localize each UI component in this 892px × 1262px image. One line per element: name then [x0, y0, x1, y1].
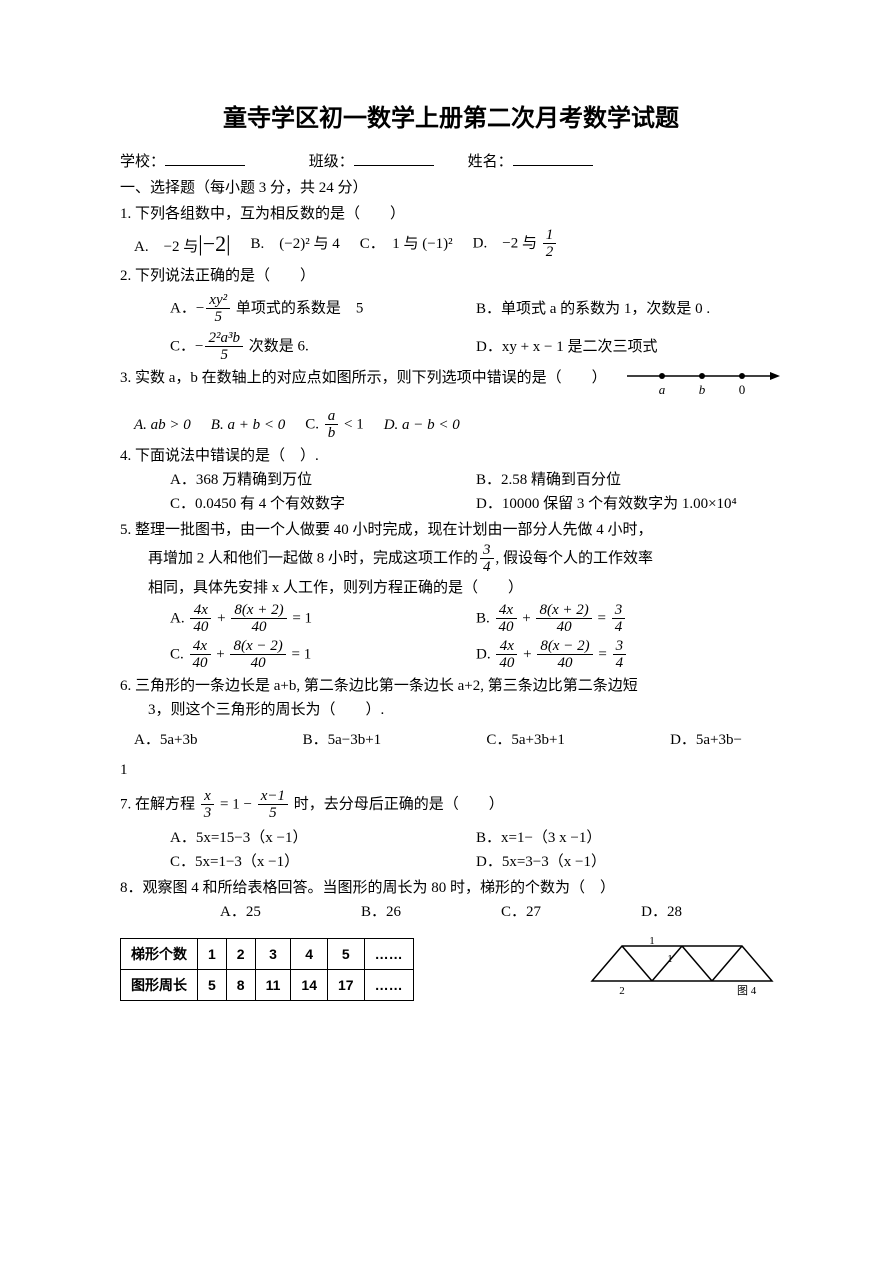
q2-opt-a: A．−xy²5 单项式的系数是 5 — [170, 292, 476, 326]
table-cell: 11 — [255, 970, 291, 1001]
question-7: 7. 在解方程 x3 = 1 − x−15 时，去分母后正确的是（ ） A．5x… — [120, 788, 782, 874]
question-8: 8．观察图 4 和所给表格回答。当图形的周长为 80 时，梯形的个数为（ ） A… — [120, 876, 782, 1004]
q5-line1: 5. 整理一批图书，由一个人做要 40 小时完成，现在计划由一部分人先做 4 小… — [120, 518, 782, 542]
svg-text:2: 2 — [619, 985, 625, 996]
q1-opt-b: B. (−2)² 与 4 — [251, 232, 340, 256]
q5-opt-d: D. 4x40 + 8(x − 2)40 = 34 — [476, 638, 782, 672]
svg-text:a: a — [659, 382, 666, 397]
svg-text:图 4: 图 4 — [737, 984, 757, 996]
q4-opt-d: D．10000 保留 3 个有效数字为 1.00×10⁴ — [476, 492, 782, 516]
svg-text:1: 1 — [649, 936, 655, 947]
school-blank — [165, 151, 245, 166]
table-header: 图形周长 — [121, 970, 198, 1001]
table-header: 梯形个数 — [121, 938, 198, 969]
q6-tail: 1 — [120, 758, 782, 782]
table-cell: …… — [364, 970, 413, 1001]
svg-text:0: 0 — [739, 382, 746, 397]
q6-opt-b: B．5a−3b+1 — [303, 728, 382, 752]
q8-table: 梯形个数 1 2 3 4 5 …… 图形周长 5 8 11 14 17 …… — [120, 938, 414, 1002]
q1-opt-d: D. −2 与 12 — [473, 227, 559, 261]
table-cell: 8 — [226, 970, 255, 1001]
name-label: 姓名： — [468, 154, 513, 170]
q1-opt-c: C． 1 与 (−1)² — [360, 232, 453, 256]
trapezoid-figure: 1 1 2 图 4 — [582, 936, 782, 1004]
page-title: 童寺学区初一数学上册第二次月考数学试题 — [120, 100, 782, 138]
q7-opt-a: A．5x=15−3（x −1） — [170, 826, 476, 850]
question-3: 3. 实数 a，b 在数轴上的对应点如图所示，则下列选项中错误的是（ ） a b… — [120, 366, 782, 442]
q2-opt-d: D．xy + x − 1 是二次三项式 — [476, 335, 782, 359]
q8-opt-c: C．27 — [501, 900, 541, 924]
table-cell: 5 — [327, 938, 364, 969]
table-cell: …… — [364, 938, 413, 969]
q5-opt-c: C. 4x40 + 8(x − 2)40 = 1 — [170, 638, 476, 672]
q8-opt-a: A．25 — [220, 900, 261, 924]
school-label: 学校： — [120, 154, 165, 170]
question-6: 6. 三角形的一条边长是 a+b, 第二条边比第一条边长 a+2, 第三条边比第… — [120, 674, 782, 782]
q6-line2: 3，则这个三角形的周长为（ ）. — [120, 698, 782, 722]
table-cell: 17 — [327, 970, 364, 1001]
question-2: 2. 下列说法正确的是（ ） A．−xy²5 单项式的系数是 5 B．单项式 a… — [120, 264, 782, 364]
q7-opt-c: C．5x=1−3（x −1） — [170, 850, 476, 874]
svg-text:b: b — [699, 382, 706, 397]
q5-opt-a: A. 4x40 + 8(x + 2)40 = 1 — [170, 602, 476, 636]
table-cell: 2 — [226, 938, 255, 969]
q5-opt-b: B. 4x40 + 8(x + 2)40 = 34 — [476, 602, 782, 636]
q5-line3: 相同，具体先安排 x 人工作，则列方程正确的是（ ） — [120, 576, 782, 600]
svg-text:1: 1 — [667, 953, 673, 965]
class-blank — [354, 151, 434, 166]
table-cell: 14 — [291, 970, 328, 1001]
question-1: 1. 下列各组数中，互为相反数的是（ ） A. −2 与|−2| B. (−2)… — [120, 202, 782, 261]
q2-opt-c: C．−2²a³b5 次数是 6. — [170, 330, 476, 364]
question-4: 4. 下面说法中错误的是（ ）. A．368 万精确到万位 B．2.58 精确到… — [120, 444, 782, 516]
q8-opt-b: B．26 — [361, 900, 401, 924]
name-blank — [513, 151, 593, 166]
q2-opt-b: B．单项式 a 的系数为 1，次数是 0 . — [476, 297, 782, 321]
q8-opt-d: D．28 — [641, 900, 682, 924]
q4-opt-a: A．368 万精确到万位 — [170, 468, 476, 492]
q3-opt-c: C. ab < 1 — [305, 408, 363, 442]
q4-opt-b: B．2.58 精确到百分位 — [476, 468, 782, 492]
q6-opt-a: A．5a+3b — [134, 728, 197, 752]
q8-text: 8．观察图 4 和所给表格回答。当图形的周长为 80 时，梯形的个数为（ ） — [120, 876, 782, 900]
q3-opt-d: D. a − b < 0 — [384, 413, 460, 437]
q6-opt-d: D．5a+3b− — [670, 728, 742, 752]
table-cell: 1 — [198, 938, 227, 969]
q3-opt-b: B. a + b < 0 — [211, 413, 285, 437]
q7-opt-b: B．x=1−（3 x −1） — [476, 826, 782, 850]
q4-opt-c: C．0.0450 有 4 个有效数字 — [170, 492, 476, 516]
q4-text: 4. 下面说法中错误的是（ ）. — [120, 444, 782, 468]
q3-opt-a: A. ab > 0 — [134, 413, 191, 437]
q1-text: 1. 下列各组数中，互为相反数的是（ ） — [120, 202, 782, 226]
q6-line1: 6. 三角形的一条边长是 a+b, 第二条边比第一条边长 a+2, 第三条边比第… — [120, 674, 782, 698]
number-line-figure: a b 0 — [622, 366, 782, 408]
q3-text: 3. 实数 a，b 在数轴上的对应点如图所示，则下列选项中错误的是（ ） — [120, 366, 612, 390]
table-cell: 5 — [198, 970, 227, 1001]
q1-opt-a: A. −2 与|−2| — [134, 226, 231, 261]
q5-line2: 再增加 2 人和他们一起做 8 小时，完成这项工作的34, 假设每个人的工作效率 — [120, 542, 782, 576]
info-line: 学校： 班级： 姓名： — [120, 150, 782, 174]
table-cell: 3 — [255, 938, 291, 969]
q7-text: 7. 在解方程 x3 = 1 − x−15 时，去分母后正确的是（ ） — [120, 788, 782, 822]
q7-opt-d: D．5x=3−3（x −1） — [476, 850, 782, 874]
section-1-heading: 一、选择题（每小题 3 分，共 24 分） — [120, 176, 782, 200]
class-label: 班级： — [309, 154, 354, 170]
q2-text: 2. 下列说法正确的是（ ） — [120, 264, 782, 288]
q6-opt-c: C．5a+3b+1 — [486, 728, 565, 752]
table-cell: 4 — [291, 938, 328, 969]
question-5: 5. 整理一批图书，由一个人做要 40 小时完成，现在计划由一部分人先做 4 小… — [120, 518, 782, 672]
